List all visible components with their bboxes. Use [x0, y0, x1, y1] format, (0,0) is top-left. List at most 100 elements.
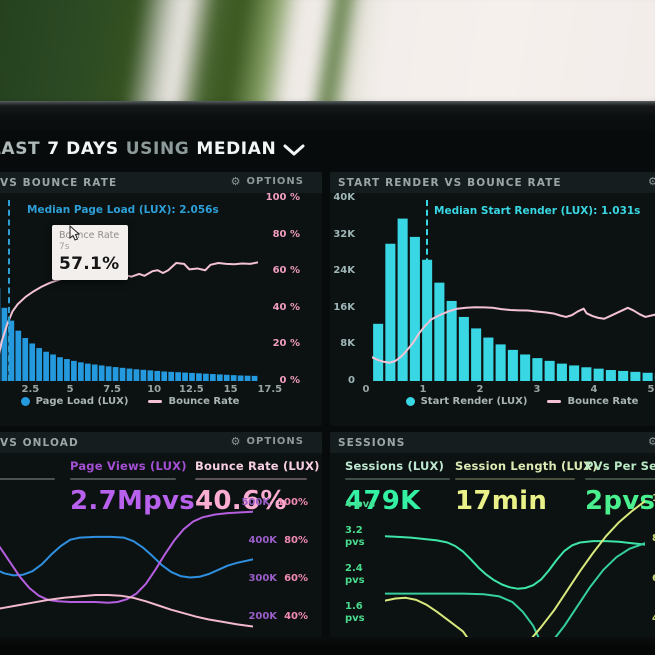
axis-label-count: 200K — [248, 611, 278, 622]
options-label: OPTIONS — [246, 436, 304, 447]
axis-label: 60 % — [272, 265, 300, 277]
sessions-trend-chart[interactable] — [385, 497, 645, 637]
axis-label: 40K — [333, 192, 355, 203]
tooltip-value: 57.1% — [59, 254, 120, 274]
sessions-count-axis: 40K 32K 24K 16K 8K 0 — [330, 192, 355, 387]
bounce-rate-tooltip: Bounce Rate 7s 57.1% — [52, 225, 128, 280]
options-button[interactable]: ⚙ OPTIONS — [648, 176, 655, 187]
axis-label-percent: 60% — [284, 573, 308, 584]
panel-title: START RENDER VS BOUNCE RATE — [338, 177, 562, 189]
header-range: 7 DAYS — [47, 139, 119, 159]
start-render-x-axis: 0 1 2 3 4 5 — [363, 384, 655, 398]
line-marker — [547, 400, 562, 403]
metric: PVs Per Session (LUX) 2pvs — [585, 459, 655, 516]
tooltip-title: Bounce Rate — [59, 230, 120, 241]
legend-item[interactable]: Page Load (LUX) — [20, 396, 129, 407]
axis-label: 2.4 pvs — [345, 563, 365, 586]
page-load-legend: Page Load (LUX) Bounce Rate — [0, 396, 322, 407]
legend-item[interactable]: Bounce Rate — [547, 396, 638, 407]
legend-item[interactable]: Bounce Rate — [148, 396, 239, 407]
panel-header: START RENDER VS BOUNCE RATE ⚙ OPTIONS — [330, 172, 655, 193]
median-start-render-line — [426, 200, 428, 381]
metric-value: 40.6% — [195, 486, 287, 516]
x-tick: 4 — [590, 384, 598, 395]
axis-pair: 400K 80% — [190, 535, 308, 547]
gear-icon: ⚙ — [648, 435, 655, 448]
x-tick: 2 — [476, 384, 484, 395]
page-load-x-axis: 2.5 5 7.5 10 12.5 15 17.5 — [0, 384, 283, 398]
axis-label: 40 % — [272, 301, 300, 313]
panel-title: SESSIONS — [338, 437, 406, 449]
legend-label: Page Load (LUX) — [35, 396, 129, 407]
options-button[interactable]: ⚙ OPTIONS — [231, 176, 304, 187]
start-render-chart[interactable]: Median Start Render (LUX): 1.031s — [366, 198, 655, 381]
chevron-down-icon — [283, 144, 305, 156]
page-load-histogram — [0, 198, 258, 381]
x-tick: 1 — [419, 384, 427, 395]
metric-underline — [585, 478, 655, 480]
tooltip-subtitle: 7s — [59, 242, 70, 252]
axis-label: 8K — [340, 338, 355, 350]
axis-label: 24K — [333, 265, 355, 277]
x-tick: 12.5 — [179, 384, 204, 395]
metric-label: PVs Per Session (LUX) — [585, 459, 655, 473]
sessions-right-axis: 100% 80% 60% 40% — [652, 493, 655, 625]
bounce-rate-axis: 100 % 80 % 60 % 40 % 20 % 0 % — [242, 192, 300, 387]
onload-right-axis: 500K 100% 400K 80% 300K 60% 200K 40% — [190, 497, 308, 623]
axis-label: 0 % — [279, 374, 300, 386]
dot-marker — [20, 397, 30, 406]
metric: Bounce Rate (LUX) 40.6% — [195, 459, 320, 516]
axis-label: 20 % — [272, 338, 300, 350]
x-tick: 3 — [533, 384, 541, 395]
metric: Sessions (LUX) 479K — [345, 459, 450, 516]
x-tick: 10 — [147, 384, 162, 395]
panel-header: VS BOUNCE RATE ⚙ OPTIONS — [0, 172, 322, 193]
options-label: OPTIONS — [246, 176, 304, 187]
x-tick: 7.5 — [103, 384, 122, 395]
legend-label: Bounce Rate — [168, 396, 240, 407]
metric-label: Bounce Rate (LUX) — [195, 459, 320, 473]
sessions-lines — [385, 497, 645, 637]
metric-underline — [195, 478, 307, 480]
metric-label: Sessions (LUX) — [345, 459, 445, 473]
axis-label-count: 400K — [248, 535, 278, 546]
options-button[interactable]: ⚙ OPTIONS — [648, 436, 655, 447]
axis-label: 3.2 pvs — [345, 525, 365, 548]
options-button[interactable]: ⚙ OPTIONS — [231, 436, 304, 447]
sessions-metrics-row: Sessions (LUX) 479K Session Length (LUX) 17… — [330, 459, 655, 531]
axis-label-percent: 40% — [284, 611, 308, 622]
onload-lines — [0, 497, 253, 637]
axis-label: 60% — [652, 573, 655, 585]
axis-pair: 300K 60% — [190, 573, 308, 585]
axis-pair: 200K 40% — [190, 611, 308, 623]
onload-trend-chart[interactable] — [0, 497, 253, 637]
metric-underline — [455, 478, 575, 480]
monitor-screen: LAST 7 DAYS USING MEDIAN VS BOUNCE RATE … — [0, 131, 655, 655]
panel-title: VS ONLOAD — [0, 437, 79, 449]
background-photo-plant — [0, 0, 655, 110]
median-start-render-annotation: Median Start Render (LUX): 1.031s — [434, 205, 641, 217]
panel-start-render-vs-bounce-rate: START RENDER VS BOUNCE RATE ⚙ OPTIONS Me… — [330, 172, 655, 426]
legend-item[interactable]: Start Render (LUX) — [405, 396, 527, 407]
panel-sessions: SESSIONS ⚙ OPTIONS Sessions (LUX) 479KSes… — [330, 432, 655, 655]
axis-label-percent: 80% — [284, 535, 308, 546]
monitor-bottom-bezel — [0, 637, 655, 655]
page-load-chart[interactable]: Median Page Load (LUX): 2.056s Bounce Ra… — [0, 198, 274, 381]
axis-label: 16K — [333, 301, 355, 313]
metric-value: 479K — [345, 486, 421, 516]
panel-header: SESSIONS ⚙ OPTIONS — [330, 432, 655, 453]
metric-value: 2pvs — [585, 486, 655, 516]
axis-label: 80% — [652, 533, 655, 545]
legend-label: Bounce Rate — [567, 396, 639, 407]
axis-pair: 500K 100% — [190, 497, 308, 509]
gear-icon: ⚙ — [230, 175, 242, 188]
x-tick: 2.5 — [21, 384, 40, 395]
start-render-histogram — [372, 218, 655, 381]
aggregation-dropdown[interactable]: MEDIAN — [196, 139, 305, 159]
axis-label: 100% — [652, 493, 655, 505]
header-prefix: LAST — [0, 139, 41, 159]
axis-label: 100 % — [265, 192, 300, 203]
metric-value: 2.7Mpvs — [70, 486, 196, 516]
metric-underline — [0, 478, 55, 480]
